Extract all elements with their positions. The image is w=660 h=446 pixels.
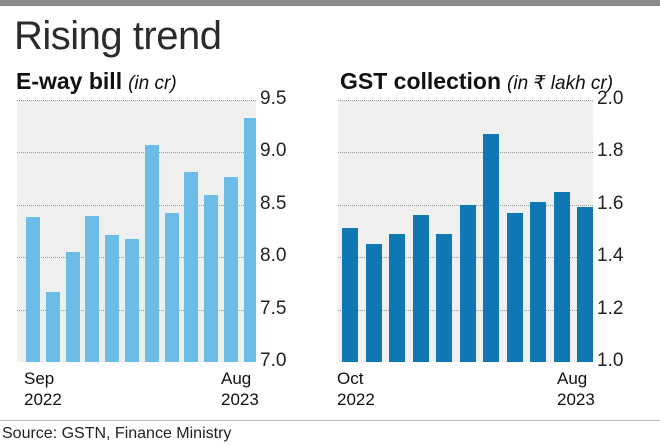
source-note: Source: GSTN, Finance Ministry <box>2 425 232 442</box>
gst-collection-x-end-year: 2023 <box>557 390 595 409</box>
eway-bill-bar <box>164 213 179 362</box>
eway-bill-bar <box>65 251 80 362</box>
gst-collection-plot <box>338 100 593 362</box>
eway-bill-x-start-month: Sep <box>24 369 55 388</box>
eway-bill-bar <box>224 176 238 362</box>
gst-collection-y-tick-label: 1.2 <box>597 297 624 319</box>
eway-bill-y-tick-label: 8.5 <box>260 192 287 214</box>
top-rule <box>0 0 660 6</box>
eway-bill-gridline <box>17 204 256 206</box>
chart-title: Rising trend <box>14 14 222 58</box>
gst-collection-unit: (in ₹ lakh cr) <box>507 73 614 94</box>
eway-bill-x-start: Sep 2022 <box>24 368 62 410</box>
eway-bill-bar <box>243 117 256 362</box>
gst-collection-y-tick-label: 1.0 <box>597 350 624 371</box>
eway-bill-y-tick-label: 7.0 <box>260 350 287 371</box>
eway-bill-bar <box>184 172 199 362</box>
eway-bill-y-tick-label: 8.0 <box>260 245 287 267</box>
gst-collection-bar <box>459 204 476 362</box>
eway-bill-bar <box>144 145 159 362</box>
eway-bill-bar <box>45 291 60 362</box>
eway-bill-plot <box>17 100 256 362</box>
gst-collection-bar <box>365 244 382 362</box>
gst-collection-y-tick-label: 1.4 <box>597 245 624 267</box>
eway-bill-y-tick-label: 9.0 <box>260 140 287 162</box>
eway-bill-y-tick-label: 9.5 <box>260 88 287 109</box>
gst-collection-gridline <box>338 152 593 154</box>
eway-bill-bar <box>85 216 100 362</box>
eway-bill-gridline <box>17 100 256 101</box>
eway-bill-title-text: E-way bill <box>16 68 123 94</box>
gst-collection-bar <box>506 212 523 362</box>
gst-collection-bar <box>389 233 405 362</box>
eway-bill-title: E-way bill (in cr) <box>16 66 177 99</box>
gst-collection-bar <box>577 207 593 362</box>
eway-bill-x-end-year: 2023 <box>221 390 259 409</box>
gst-collection-title-text: GST collection <box>340 68 502 94</box>
eway-bill-x-start-year: 2022 <box>24 390 62 409</box>
gst-collection-gridline <box>338 100 593 101</box>
gst-collection-x-start-month: Oct <box>337 369 364 388</box>
eway-bill-bar <box>105 235 120 362</box>
eway-bill-unit: (in cr) <box>128 73 177 94</box>
footer-rule <box>0 420 660 421</box>
eway-bill-x-end: Aug 2023 <box>221 368 259 410</box>
gst-collection-y-tick-label: 1.8 <box>597 140 624 162</box>
gst-collection-x-end: Aug 2023 <box>557 368 595 410</box>
gst-collection-bar <box>530 202 546 362</box>
gst-collection-y-tick-label: 2.0 <box>597 88 624 109</box>
gst-collection-bar <box>342 228 358 362</box>
gst-collection-x-start-year: 2022 <box>337 390 375 409</box>
gst-collection-x-start: Oct 2022 <box>337 368 375 410</box>
eway-bill-gridline <box>17 152 256 154</box>
gst-collection-bar <box>436 233 452 362</box>
gst-collection-x-end-month: Aug <box>557 369 588 388</box>
eway-bill-bar <box>204 195 219 362</box>
gst-collection-bar <box>553 191 570 362</box>
eway-bill-bar <box>26 217 40 362</box>
gst-collection-bar <box>483 134 499 362</box>
gst-collection-y-tick-label: 1.6 <box>597 192 624 214</box>
gst-collection-bar <box>412 215 429 362</box>
eway-bill-x-end-month: Aug <box>221 369 252 388</box>
eway-bill-y-tick-label: 7.5 <box>260 297 287 319</box>
gst-collection-title: GST collection (in ₹ lakh cr) <box>340 66 613 99</box>
eway-bill-bar <box>125 239 139 362</box>
